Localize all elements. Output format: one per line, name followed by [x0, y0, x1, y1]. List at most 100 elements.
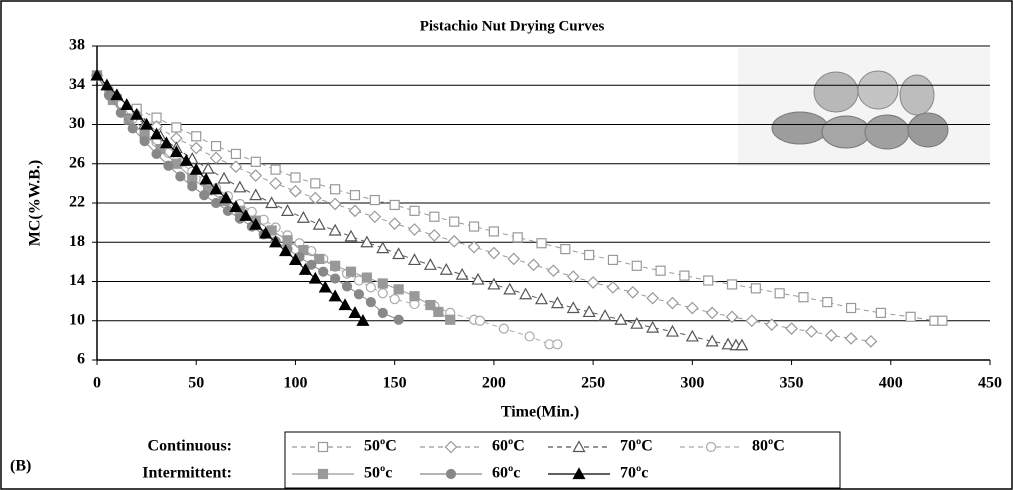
marker	[310, 178, 321, 189]
marker	[187, 181, 198, 192]
marker	[606, 281, 620, 294]
marker	[330, 184, 341, 195]
marker	[330, 273, 341, 284]
marker	[408, 223, 421, 236]
marker	[535, 292, 549, 305]
x-tick-label: 400	[879, 375, 903, 392]
marker	[90, 68, 104, 81]
x-axis-label: Time(Min.)	[501, 404, 579, 421]
marker	[296, 210, 310, 223]
x-tick-label: 300	[680, 375, 704, 392]
marker	[328, 223, 342, 236]
marker	[201, 161, 215, 174]
marker	[547, 264, 560, 278]
marker	[407, 253, 422, 266]
y-tick-label: 10	[69, 311, 85, 328]
marker	[725, 310, 739, 324]
marker	[298, 262, 312, 275]
marker	[150, 127, 164, 140]
legend-label: 70ºc	[620, 465, 648, 482]
marker	[566, 270, 580, 283]
marker	[127, 123, 138, 134]
marker	[685, 329, 699, 342]
marker	[259, 226, 273, 239]
x-tick-label: 150	[383, 375, 407, 392]
series-line	[96, 75, 872, 342]
marker	[582, 305, 596, 318]
photo-background	[738, 48, 990, 166]
marker	[189, 162, 203, 175]
marker	[306, 259, 317, 270]
y-tick-label: 6	[77, 351, 85, 368]
marker	[349, 190, 361, 201]
marker	[536, 238, 547, 249]
marker	[389, 199, 400, 211]
marker	[512, 232, 523, 243]
marker	[308, 271, 322, 284]
photo-nut	[821, 115, 871, 149]
marker	[705, 334, 719, 347]
marker	[666, 296, 679, 310]
y-axis-label: MC(%W.B.)	[27, 160, 44, 247]
marker	[487, 246, 501, 260]
marker	[369, 194, 380, 206]
marker	[433, 306, 444, 318]
photo-nut	[899, 74, 935, 116]
legend-label: 60ºc	[492, 465, 520, 482]
marker	[270, 164, 281, 175]
marker	[785, 322, 798, 335]
marker	[449, 216, 460, 227]
marker	[348, 306, 362, 318]
marker	[239, 209, 253, 221]
panel-label: (B)	[10, 458, 31, 475]
marker	[130, 107, 144, 120]
marker	[655, 265, 666, 276]
marker	[905, 311, 916, 322]
marker	[269, 177, 282, 190]
marker	[845, 302, 857, 314]
marker	[393, 284, 404, 295]
marker	[392, 247, 406, 260]
legend-label: 80ºC	[752, 438, 785, 455]
legend-marker	[572, 440, 586, 453]
marker	[353, 289, 365, 300]
y-tick-label: 14	[69, 272, 85, 289]
x-tick-label: 350	[780, 375, 804, 392]
marker	[428, 229, 441, 242]
marker	[423, 258, 437, 270]
series	[90, 68, 370, 326]
x-tick-label: 250	[581, 375, 605, 392]
marker	[468, 221, 480, 232]
photo-nut	[857, 70, 899, 110]
y-tick-label: 30	[69, 115, 85, 132]
marker	[376, 241, 390, 254]
marker	[937, 315, 948, 326]
marker	[750, 283, 761, 294]
marker	[598, 309, 612, 321]
marker	[341, 281, 353, 292]
marker	[356, 314, 370, 326]
marker	[100, 78, 114, 91]
marker	[328, 289, 342, 302]
marker	[631, 260, 642, 271]
marker	[487, 277, 501, 290]
marker	[230, 148, 242, 160]
marker	[209, 151, 223, 165]
legend-marker	[572, 467, 586, 480]
marker	[217, 171, 231, 184]
legend-marker	[317, 468, 329, 480]
marker	[498, 323, 509, 334]
marker	[365, 297, 376, 308]
marker	[279, 244, 293, 257]
marker	[527, 258, 540, 272]
marker	[409, 205, 420, 216]
marker	[312, 217, 326, 230]
marker	[229, 200, 243, 213]
marker	[507, 252, 521, 266]
x-tick-label: 100	[283, 375, 307, 392]
marker	[685, 301, 699, 315]
photo-nut	[864, 114, 910, 150]
marker	[425, 299, 436, 311]
marker	[822, 297, 833, 308]
marker	[429, 211, 440, 222]
